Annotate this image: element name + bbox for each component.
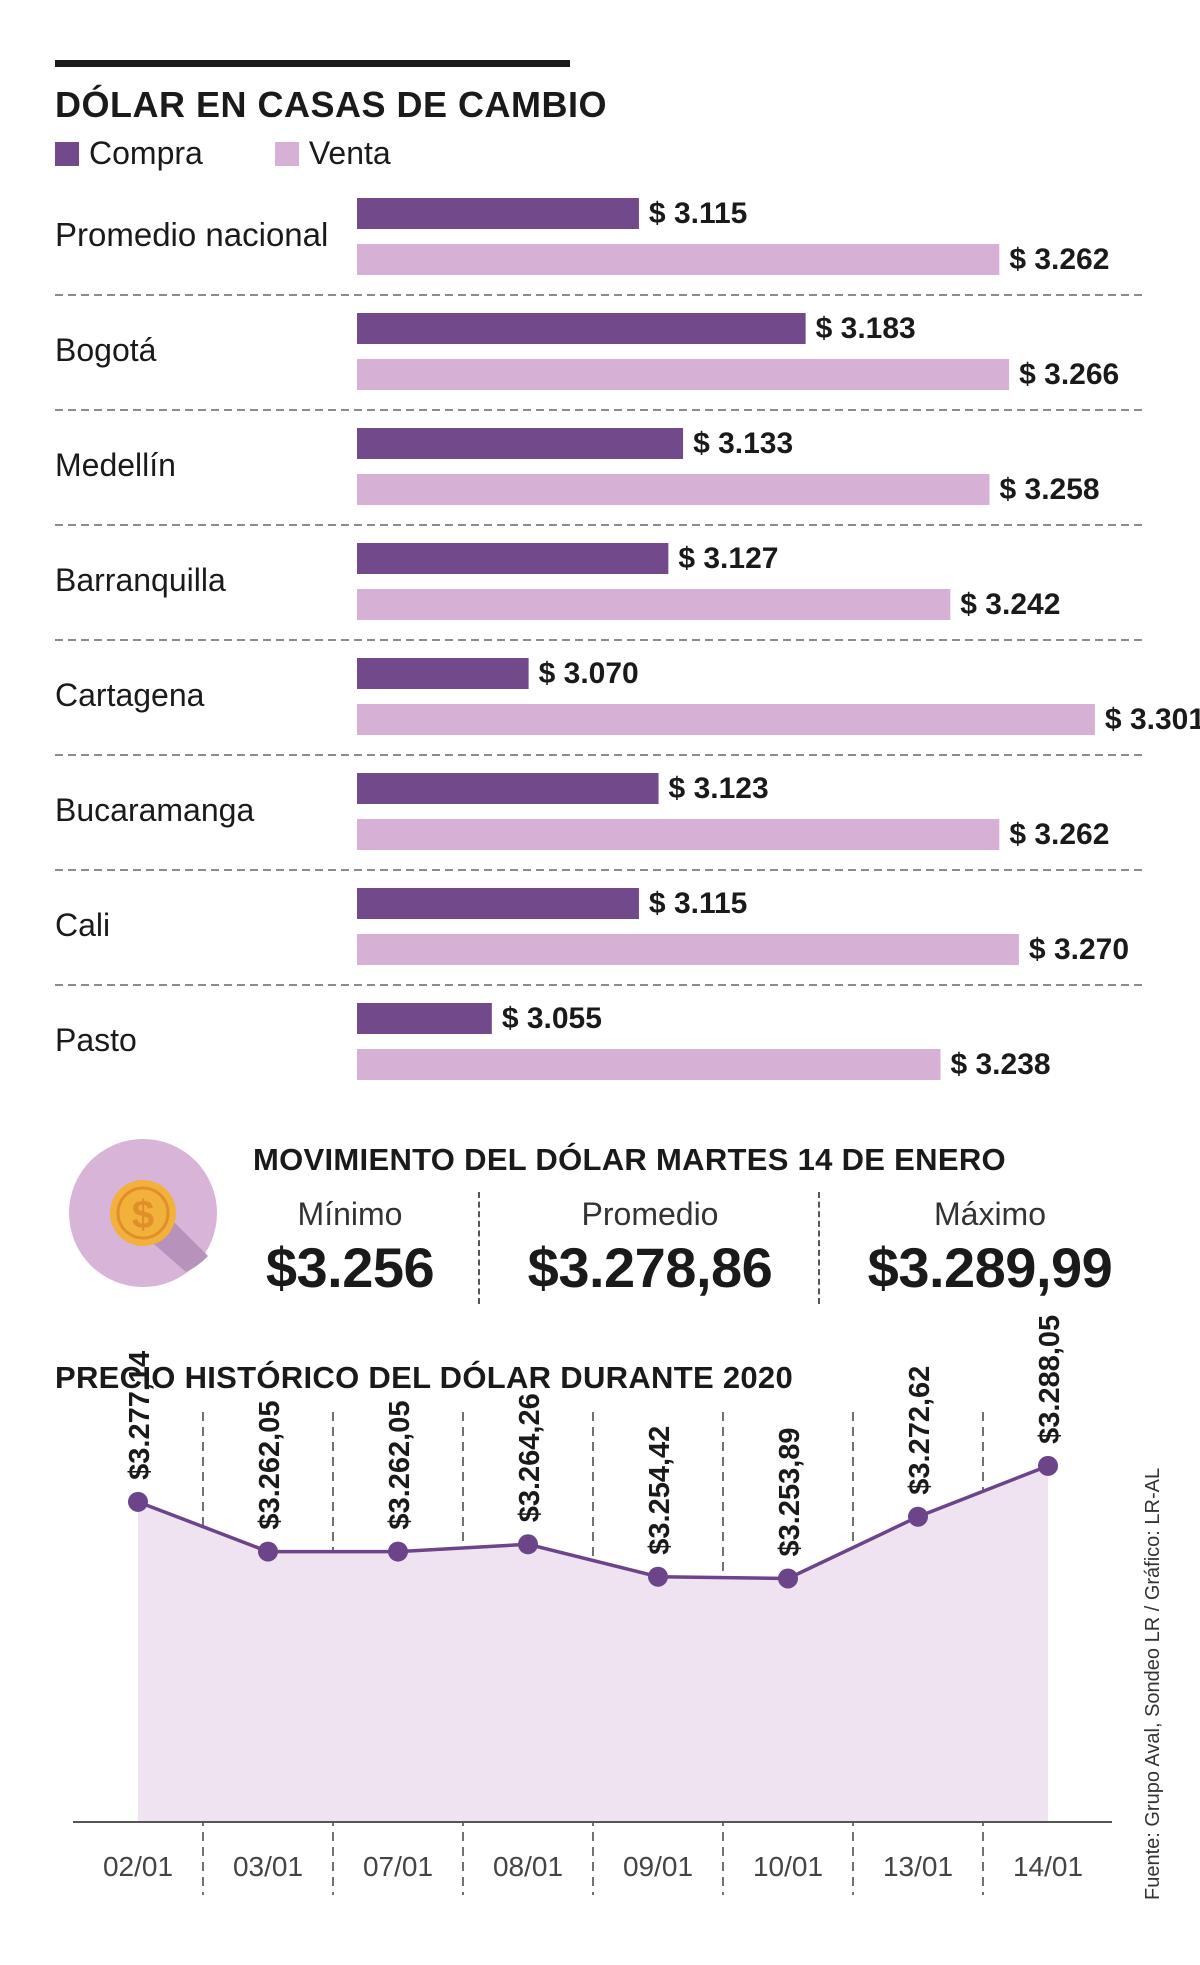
bar-venta	[357, 244, 1000, 275]
bar-value-label: $ 3.133	[693, 427, 793, 460]
category-label: Bogotá	[55, 332, 157, 368]
bar-value-label: $ 3.115	[649, 197, 747, 230]
x-tick-label: 03/01	[233, 1851, 303, 1882]
chart-title: DÓLAR EN CASAS DE CAMBIO	[55, 84, 608, 125]
bar-compra	[357, 1003, 492, 1034]
bar-value-label: $ 3.115	[649, 887, 747, 920]
bar-venta	[357, 819, 1000, 850]
category-label: Bucaramanga	[55, 792, 254, 828]
bar-value-label: $ 3.270	[1029, 933, 1129, 966]
legend-venta-label: Venta	[308, 135, 391, 171]
category-label: Cartagena	[55, 677, 205, 713]
x-tick-label: 02/01	[103, 1851, 173, 1882]
bar-venta	[357, 474, 990, 505]
bar-value-label: $ 3.055	[502, 1002, 602, 1035]
svg-text:$: $	[132, 1193, 154, 1237]
bar-value-label: $ 3.258	[1000, 473, 1100, 506]
history-title: PRECIO HISTÓRICO DEL DÓLAR DURANTE 2020	[55, 1360, 794, 1395]
dollar-coin-icon: $	[68, 1138, 218, 1293]
bar-value-label: $ 3.070	[539, 657, 639, 690]
bar-venta	[357, 934, 1019, 965]
data-point	[908, 1506, 928, 1527]
data-value-label: $3.254,42	[644, 1426, 676, 1555]
bar-value-label: $ 3.262	[1009, 818, 1109, 851]
legend: Compra Venta	[55, 135, 463, 172]
bar-compra	[357, 198, 639, 229]
title-rule	[55, 60, 570, 67]
bar-value-label: $ 3.123	[669, 772, 769, 805]
bar-chart: Promedio nacional $ 3.115 $ 3.262 Bogotá $ 3…	[55, 197, 1200, 1081]
x-tick-label: 14/01	[1013, 1851, 1083, 1882]
stat-promedio-value: $3.278,86	[527, 1236, 773, 1299]
legend-venta: Venta	[274, 135, 391, 172]
category-label: Cali	[55, 907, 110, 943]
data-value-label: $3.262,05	[384, 1401, 416, 1530]
x-tick-label: 13/01	[883, 1851, 953, 1882]
bar-compra	[357, 773, 659, 804]
stat-maximo-value: $3.289,99	[867, 1236, 1113, 1299]
bar-value-label: $ 3.183	[816, 312, 916, 345]
data-point	[1038, 1455, 1058, 1476]
data-point	[258, 1541, 278, 1562]
stat-minimo-value: $3.256	[265, 1236, 435, 1299]
bar-compra	[357, 658, 529, 689]
movement-title: MOVIMIENTO DEL DÓLAR MARTES 14 DE ENERO	[253, 1142, 1006, 1177]
data-value-label: $3.253,89	[774, 1427, 806, 1556]
area-fill	[138, 1465, 1048, 1822]
bar-venta	[357, 359, 1010, 390]
bar-value-label: $ 3.266	[1019, 358, 1119, 391]
legend-compra: Compra	[55, 135, 203, 172]
x-tick-label: 09/01	[623, 1851, 693, 1882]
x-tick-label: 08/01	[493, 1851, 563, 1882]
bar-value-label: $ 3.238	[950, 1048, 1050, 1081]
legend-venta-swatch	[274, 141, 299, 166]
stat-minimo-label: Mínimo	[297, 1196, 403, 1232]
bar-value-label: $ 3.301	[1105, 703, 1200, 736]
bar-value-label: $ 3.242	[960, 588, 1060, 621]
x-tick-label: 07/01	[363, 1851, 433, 1882]
series-line	[137, 1464, 1049, 1581]
stat-minimo: Mínimo $3.256	[255, 1196, 445, 1300]
category-label: Pasto	[55, 1022, 137, 1058]
bar-venta	[357, 1049, 941, 1080]
bar-compra	[357, 313, 806, 344]
data-point	[518, 1534, 538, 1555]
data-value-label: $3.288,05	[1034, 1315, 1066, 1444]
bar-venta	[357, 589, 951, 620]
legend-compra-label: Compra	[89, 135, 203, 171]
category-label: Medellín	[55, 447, 176, 483]
stat-maximo-label: Máximo	[933, 1196, 1046, 1232]
bar-compra	[357, 428, 684, 459]
data-point	[388, 1541, 408, 1562]
category-label: Promedio nacional	[55, 216, 328, 253]
stat-divider	[478, 1192, 480, 1304]
category-label: Barranquilla	[55, 562, 226, 598]
x-tick-label: 10/01	[753, 1851, 823, 1882]
bar-venta	[357, 704, 1095, 735]
data-value-label: $3.262,05	[254, 1401, 286, 1530]
bar-compra	[357, 888, 639, 919]
legend-compra-swatch	[55, 141, 79, 166]
stat-maximo: Máximo $3.289,99	[855, 1196, 1125, 1300]
stat-divider	[818, 1192, 820, 1304]
bar-compra	[357, 543, 669, 574]
stat-promedio-label: Promedio	[581, 1196, 719, 1232]
bar-value-label: $ 3.262	[1009, 243, 1109, 276]
data-value-label: $3.272,62	[904, 1366, 936, 1495]
data-point	[778, 1568, 798, 1589]
source-note: Fuente: Grupo Aval, Sondeo LR / Gráfico:…	[1142, 1467, 1164, 1900]
bar-value-label: $ 3.127	[678, 542, 778, 575]
data-point	[128, 1491, 148, 1512]
stat-promedio: Promedio $3.278,86	[510, 1196, 790, 1300]
data-value-label: $3.264,26	[514, 1393, 546, 1522]
data-point	[648, 1566, 668, 1587]
